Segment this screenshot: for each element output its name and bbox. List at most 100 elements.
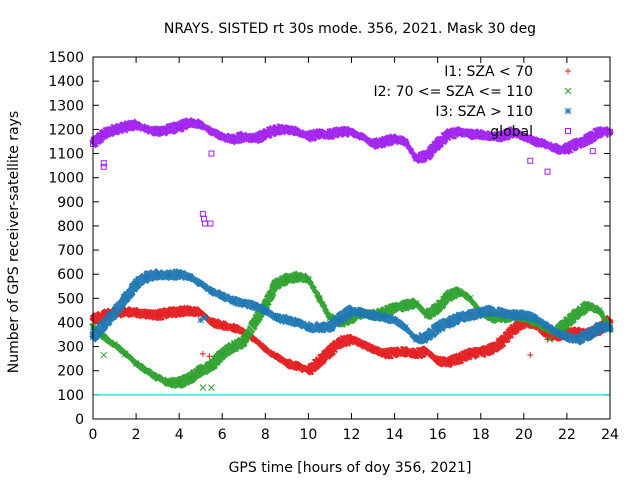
data-point xyxy=(197,280,205,288)
data-point xyxy=(111,340,118,348)
data-point xyxy=(154,374,161,382)
data-point xyxy=(337,128,344,135)
data-point xyxy=(240,299,248,307)
data-point xyxy=(510,128,517,135)
x-tick-label: 24 xyxy=(601,427,619,443)
chart-title: NRAYS. SISTED rt 30s mode. 356, 2021. Ma… xyxy=(164,21,536,37)
data-point xyxy=(122,123,129,130)
data-point xyxy=(165,379,172,387)
data-point xyxy=(251,336,258,343)
data-point xyxy=(520,311,528,319)
legend-label: I2: 70 <= SZA <= 110 xyxy=(373,84,533,100)
data-point xyxy=(305,323,312,331)
data-point xyxy=(466,311,474,319)
y-tick-label: 1200 xyxy=(48,122,84,138)
plot-frame xyxy=(92,56,611,420)
data-point xyxy=(434,304,442,312)
data-point xyxy=(520,133,527,140)
data-point xyxy=(369,311,377,319)
outlier-point xyxy=(199,384,207,391)
data-point xyxy=(423,348,430,355)
outlier-point xyxy=(200,215,207,222)
data-point xyxy=(563,333,571,341)
data-point xyxy=(563,145,570,152)
data-point xyxy=(176,123,183,130)
data-point xyxy=(294,319,301,326)
series-ribbon xyxy=(89,270,614,390)
data-point xyxy=(531,314,538,321)
data-point xyxy=(337,314,345,321)
legend-label: I1: SZA < 70 xyxy=(444,64,533,80)
outlier-point xyxy=(546,336,554,343)
data-point xyxy=(563,319,571,326)
data-point xyxy=(294,362,301,369)
data-point xyxy=(434,323,442,331)
data-point xyxy=(154,312,161,319)
legend-marker xyxy=(565,128,571,134)
outlier-point xyxy=(527,157,534,164)
data-point xyxy=(412,299,420,307)
data-point xyxy=(251,302,258,309)
outlier-point xyxy=(100,163,107,170)
data-point xyxy=(218,292,226,300)
data-point xyxy=(251,319,258,326)
data-point xyxy=(283,126,290,133)
data-point xyxy=(229,297,237,305)
data-point xyxy=(402,323,409,331)
data-point xyxy=(100,321,108,329)
data-point xyxy=(380,350,387,357)
x-tick-label: 6 xyxy=(218,427,227,443)
data-point xyxy=(391,304,398,312)
data-point xyxy=(143,367,151,375)
data-point xyxy=(305,367,312,374)
series-ribbon xyxy=(89,116,614,165)
series-ribbon xyxy=(89,268,614,346)
data-point xyxy=(359,341,366,348)
data-point xyxy=(219,133,226,140)
data-point xyxy=(326,348,333,355)
outlier-point xyxy=(197,316,205,324)
data-point xyxy=(326,323,334,331)
legend-marker xyxy=(565,68,571,74)
data-point xyxy=(326,131,333,138)
data-point xyxy=(100,333,108,341)
outlier-point xyxy=(100,351,108,359)
data-point xyxy=(305,133,312,140)
data-point xyxy=(186,307,193,314)
outlier-point xyxy=(100,160,107,167)
y-tick-label: 600 xyxy=(57,267,84,283)
y-tick-label: 300 xyxy=(57,340,84,356)
data-point xyxy=(488,133,495,140)
data-point xyxy=(445,319,452,326)
data-point xyxy=(251,136,258,143)
outlier-point xyxy=(527,352,534,359)
data-point xyxy=(510,326,517,333)
data-point xyxy=(574,336,582,343)
data-point xyxy=(380,138,387,145)
data-point xyxy=(445,292,452,300)
data-point xyxy=(165,126,172,133)
x-tick-label: 12 xyxy=(343,427,361,443)
data-point xyxy=(283,275,291,283)
data-point xyxy=(273,126,280,133)
data-point xyxy=(143,311,150,318)
data-point xyxy=(240,133,247,140)
data-point xyxy=(488,346,495,353)
data-point xyxy=(359,133,366,140)
data-point xyxy=(218,350,226,358)
data-point xyxy=(423,152,430,159)
data-point xyxy=(132,280,140,288)
data-point xyxy=(230,136,237,143)
series-i3-sza-110 xyxy=(89,268,614,346)
data-point xyxy=(165,309,172,316)
y-tick-label: 1500 xyxy=(48,50,84,66)
data-point xyxy=(391,136,398,143)
data-point xyxy=(402,138,409,145)
y-tick-label: 100 xyxy=(57,388,84,404)
data-point xyxy=(273,353,280,360)
data-point xyxy=(316,131,323,138)
x-tick-label: 14 xyxy=(386,427,404,443)
data-point xyxy=(348,128,355,135)
y-tick-label: 1000 xyxy=(48,171,84,187)
